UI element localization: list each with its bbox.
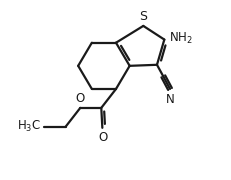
- Text: NH$_2$: NH$_2$: [168, 31, 192, 46]
- Text: N: N: [165, 93, 174, 106]
- Text: H$_3$C: H$_3$C: [17, 119, 41, 134]
- Text: O: O: [75, 92, 85, 105]
- Text: S: S: [139, 10, 147, 23]
- Text: O: O: [98, 131, 108, 144]
